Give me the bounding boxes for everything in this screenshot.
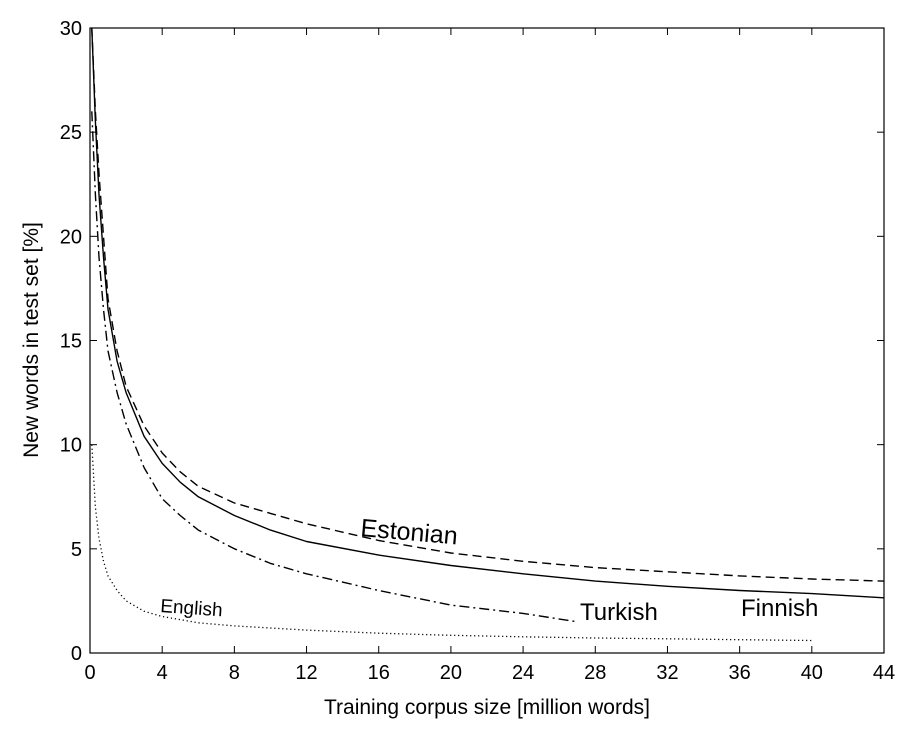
series-label-finnish: Finnish (741, 595, 818, 622)
y-tick-label: 20 (60, 226, 82, 248)
x-tick-label: 16 (368, 662, 390, 684)
y-tick-label: 5 (71, 539, 82, 561)
x-tick-label: 36 (729, 662, 751, 684)
x-tick-label: 28 (584, 662, 606, 684)
series-layer (91, 27, 885, 642)
x-tick-label: 40 (801, 662, 823, 684)
series-label-estonian: Estonian (359, 514, 458, 550)
plot-frame (89, 27, 885, 654)
series-line-turkish (91, 111, 578, 623)
series-line-estonian (91, 27, 885, 582)
x-tick-label: 12 (295, 662, 317, 684)
y-tick-label: 10 (60, 435, 82, 457)
x-tick-label: 32 (656, 662, 678, 684)
x-tick-label: 24 (512, 662, 534, 684)
series-line-finnish (91, 27, 885, 599)
y-tick-label: 25 (60, 122, 82, 144)
series-label-english: English (160, 596, 224, 621)
y-tick-label: 15 (60, 331, 82, 353)
x-tick-label: 20 (440, 662, 462, 684)
series-label-turkish: Turkish (580, 599, 658, 626)
axis-ticks: 0 4 8 12 16 20 24 28 32 36 40 44 0 5 10 15 20 25 30 (60, 18, 895, 684)
y-tick-label: 30 (60, 18, 82, 40)
x-tick-label: 0 (84, 662, 95, 684)
y-tick-label: 0 (71, 643, 82, 665)
x-tick-label: 4 (157, 662, 168, 684)
x-tick-label: 8 (229, 662, 240, 684)
x-axis-label: Training corpus size [million words] (324, 696, 650, 719)
y-axis-label: New words in test set [%] (20, 222, 43, 458)
x-tick-label: 44 (873, 662, 895, 684)
